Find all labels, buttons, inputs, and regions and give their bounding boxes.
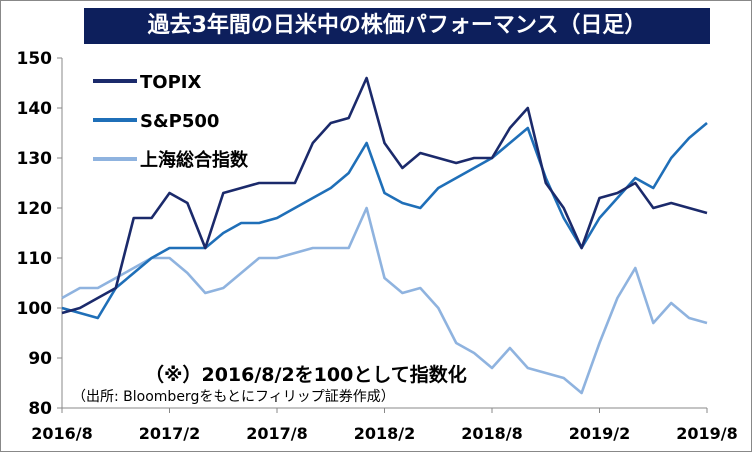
series-line-0 [61, 76, 708, 315]
x-tick-label: 2018/8 [461, 424, 523, 443]
y-tick-label: 90 [28, 349, 52, 369]
legend-label: 上海総合指数 [140, 149, 249, 171]
series-lines [61, 76, 708, 395]
y-tick-label: 80 [28, 399, 52, 419]
x-tick-label: 2017/2 [139, 424, 201, 443]
x-tick-label: 2019/8 [676, 424, 738, 443]
axes: 150 140 130 120 110 100 90 80 2016/8 2017/2 2017/8… [17, 49, 738, 443]
y-tick-label: 100 [17, 299, 53, 319]
x-tick-label: 2016/8 [31, 424, 93, 443]
x-tick-label: 2019/2 [569, 424, 631, 443]
legend-label: S&P500 [140, 111, 219, 132]
y-tick-label: 150 [17, 49, 53, 69]
y-tick-label: 130 [17, 149, 53, 169]
legend: TOPIX S&P500 上海総合指数 [93, 72, 249, 171]
index-note: （※）2016/8/2を100として指数化 [145, 364, 467, 386]
series-line-1 [61, 122, 708, 320]
y-tick-label: 110 [17, 249, 53, 269]
chart-title: 過去3年間の日米中の株価パフォーマンス（日足） [84, 8, 710, 44]
x-tick-label: 2017/8 [246, 424, 308, 443]
y-tick-label: 140 [17, 99, 53, 119]
series-line-2 [61, 206, 708, 395]
y-tick-label: 120 [17, 199, 53, 219]
x-tick-label: 2018/2 [354, 424, 416, 443]
source-note: （出所: Bloombergをもとにフィリップ証券作成） [72, 389, 395, 405]
legend-label: TOPIX [140, 72, 201, 93]
